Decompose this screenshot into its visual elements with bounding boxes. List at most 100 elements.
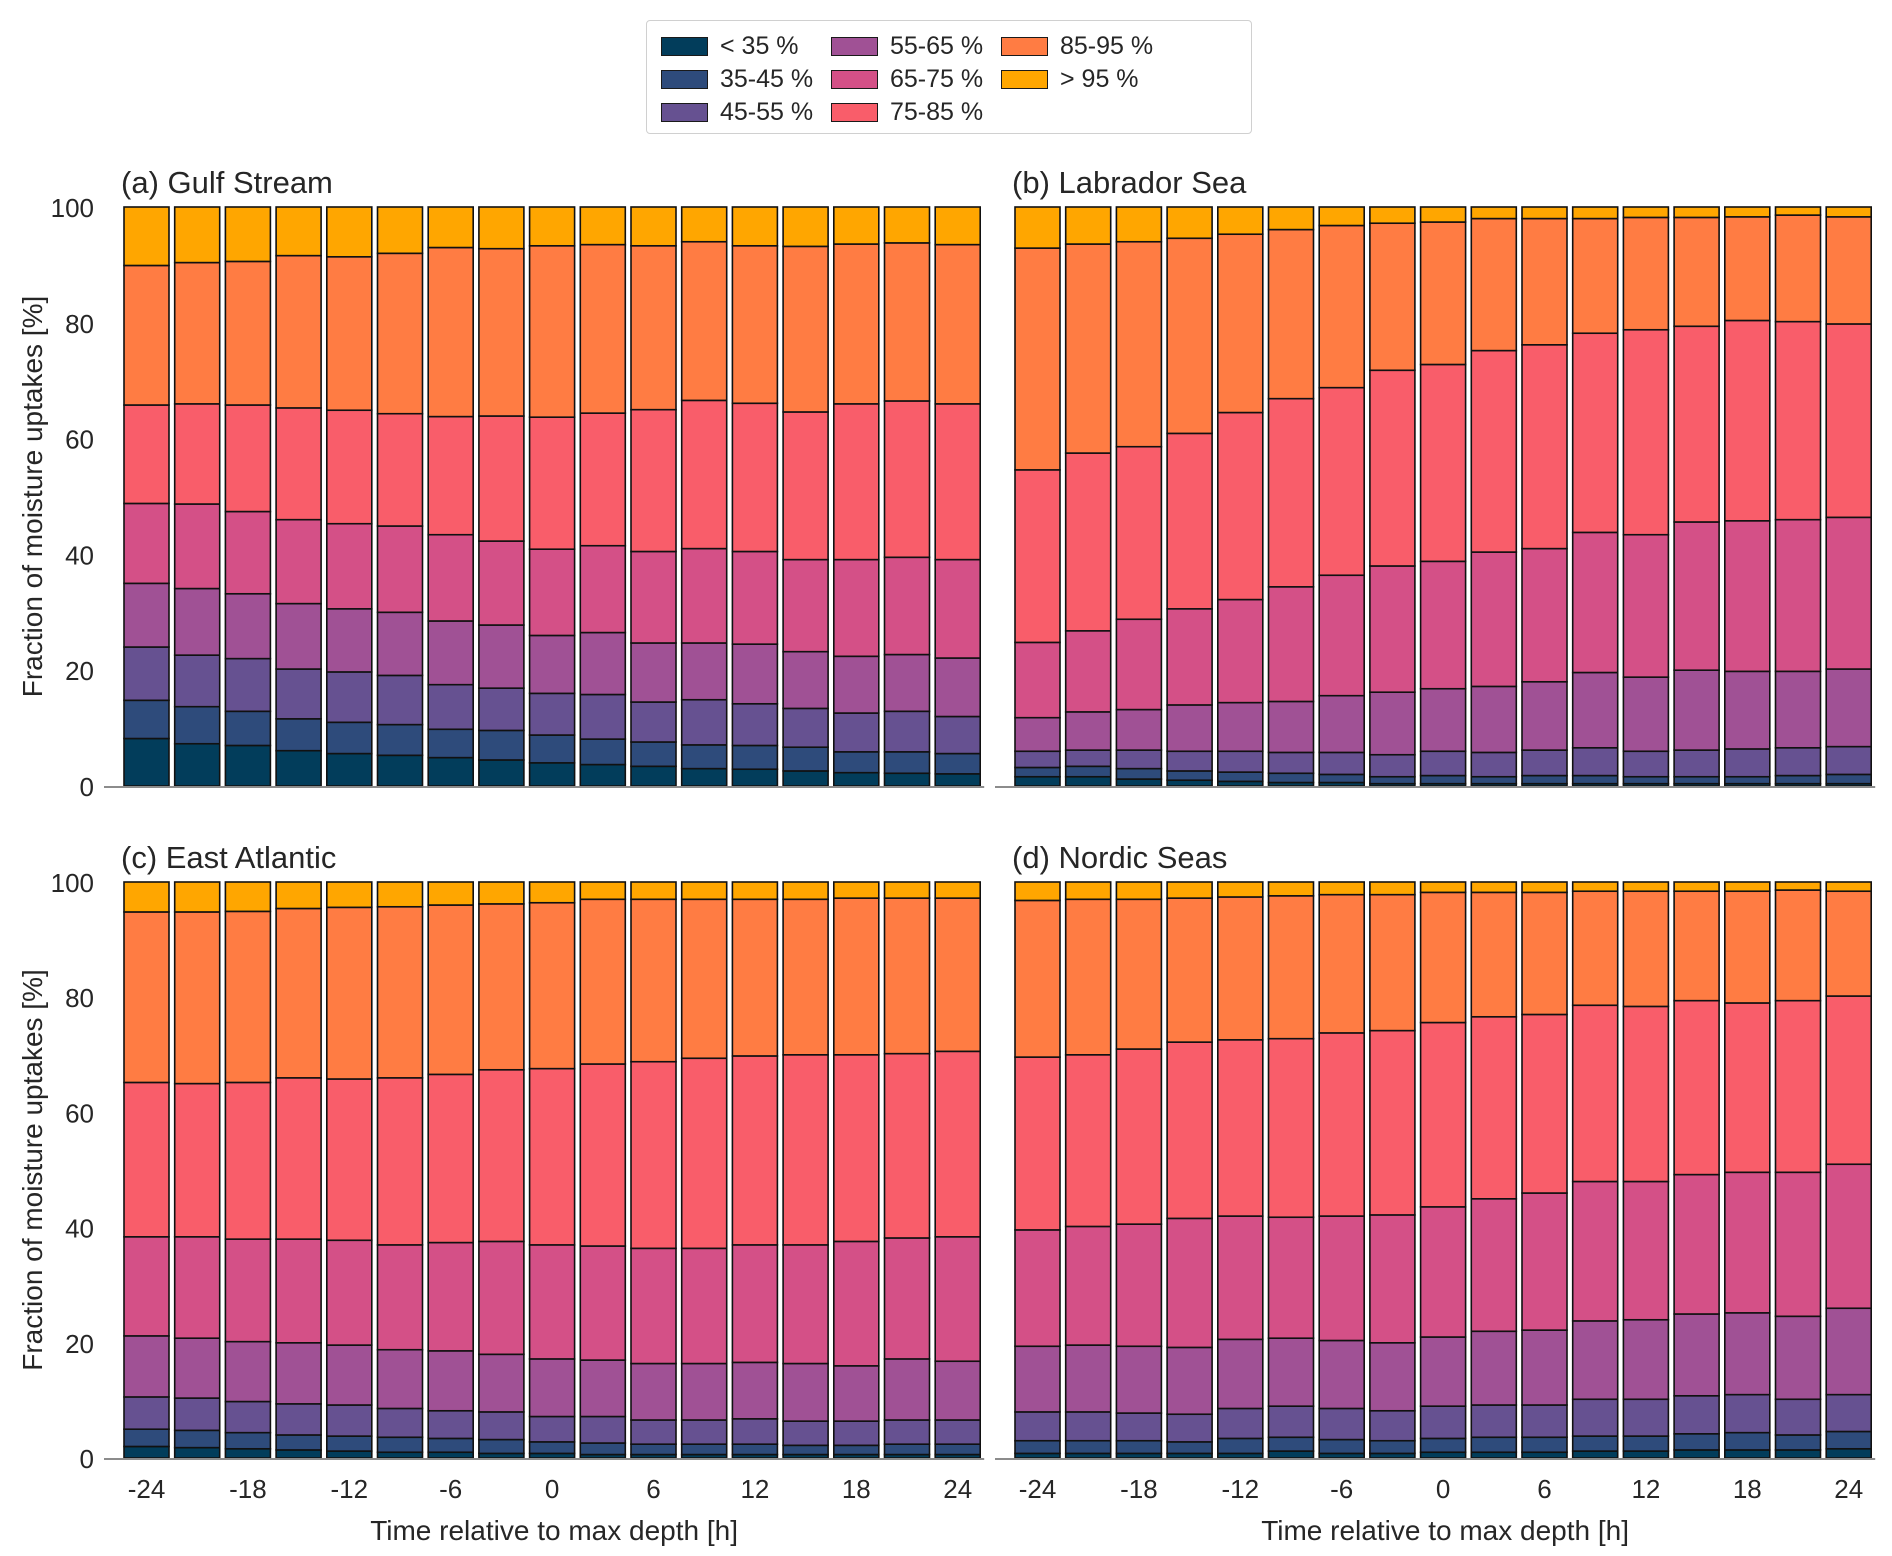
bar-segment bbox=[832, 1240, 880, 1367]
bar-segment bbox=[579, 898, 627, 1065]
bar-segment bbox=[173, 1446, 221, 1459]
bar-segment bbox=[1115, 767, 1163, 780]
bar-segment bbox=[1014, 750, 1061, 769]
bar-segment bbox=[1825, 323, 1872, 519]
bar-segment bbox=[1419, 1206, 1467, 1338]
bar-segment bbox=[1318, 893, 1365, 1034]
legend-item-lt35: < 35 % bbox=[661, 31, 799, 61]
bar-segment bbox=[1774, 881, 1822, 891]
bar-segment bbox=[1166, 1413, 1213, 1443]
bar-segment bbox=[1166, 1217, 1213, 1349]
bar-segment bbox=[1166, 206, 1213, 240]
panel-title: (a) Gulf Stream bbox=[121, 165, 333, 200]
bar-segment bbox=[1521, 217, 1568, 346]
bar-segment bbox=[1115, 708, 1163, 751]
bar-segment bbox=[1014, 469, 1061, 644]
bar-segment bbox=[528, 634, 576, 695]
bar-segment bbox=[1470, 891, 1518, 1018]
bar-segment bbox=[1419, 206, 1467, 223]
panel-title: (d) Nordic Seas bbox=[1012, 840, 1227, 875]
bar-segment bbox=[680, 206, 728, 243]
bar-segment bbox=[883, 710, 931, 753]
bar-segment bbox=[1318, 1407, 1365, 1441]
bar-segment bbox=[528, 548, 576, 637]
bar-segment bbox=[1774, 746, 1822, 777]
bar-segment bbox=[1217, 1407, 1264, 1440]
bar-segment bbox=[1369, 565, 1416, 694]
bar-segment bbox=[1571, 1180, 1619, 1322]
bar-segment bbox=[883, 897, 931, 1055]
bar-segment bbox=[1014, 641, 1061, 719]
bar-segment bbox=[1014, 775, 1061, 787]
legend-swatch bbox=[661, 36, 708, 56]
bar-segment bbox=[883, 242, 931, 402]
legend-label: 55-65 % bbox=[890, 31, 984, 60]
bar-segment bbox=[1571, 206, 1619, 220]
bar-segment bbox=[1724, 216, 1771, 322]
bar-segment bbox=[1369, 775, 1416, 785]
bar-segment bbox=[478, 903, 525, 1071]
bar-segment bbox=[427, 533, 475, 622]
bar-segment bbox=[934, 715, 982, 755]
bar-segment bbox=[579, 1063, 627, 1247]
bar-segment bbox=[427, 1241, 475, 1352]
bar-segment bbox=[1724, 775, 1771, 785]
bar-segment bbox=[1724, 1431, 1771, 1451]
bar-segment bbox=[528, 416, 576, 550]
bar-segment bbox=[478, 1438, 525, 1455]
bar-segment bbox=[1724, 520, 1771, 673]
bar-segment bbox=[224, 206, 272, 263]
bar-segment bbox=[1419, 363, 1467, 563]
panel-2: (b) Labrador Sea bbox=[995, 165, 1876, 788]
bar-segment bbox=[224, 260, 272, 406]
bar-segment bbox=[579, 763, 627, 787]
bar-segment bbox=[1673, 206, 1720, 219]
bar-segment bbox=[1825, 995, 1872, 1166]
bar-segment bbox=[1571, 774, 1619, 785]
bar-segment bbox=[1521, 1192, 1568, 1331]
bar-segment bbox=[1774, 320, 1822, 521]
bar-segment bbox=[832, 1420, 880, 1447]
bar-segment bbox=[1470, 751, 1518, 778]
bar-segment bbox=[1673, 1394, 1720, 1435]
bar-segment bbox=[782, 1420, 829, 1447]
bar-segment bbox=[1825, 890, 1872, 997]
bar-segment bbox=[376, 1436, 424, 1454]
bar-segment bbox=[1521, 1329, 1568, 1406]
bar-segment bbox=[1064, 711, 1112, 751]
bar-segment bbox=[680, 547, 728, 644]
bar-segment bbox=[173, 503, 221, 590]
bar-segment bbox=[1622, 676, 1670, 753]
bar-segment bbox=[1318, 1215, 1365, 1342]
bar-segment bbox=[630, 1247, 677, 1365]
bar-segment bbox=[1014, 206, 1061, 249]
bar-segment bbox=[325, 522, 373, 610]
bar-segment bbox=[1267, 1405, 1315, 1439]
bar-segment bbox=[1571, 671, 1619, 749]
bar-segment bbox=[630, 1060, 677, 1250]
bar-segment bbox=[1724, 670, 1771, 750]
bar-segment bbox=[731, 1361, 779, 1420]
bar-segment bbox=[173, 742, 221, 787]
bar-segment bbox=[731, 702, 779, 747]
bar-segment bbox=[1622, 328, 1670, 536]
bar-segment bbox=[123, 582, 170, 648]
y-tick-label: 100 bbox=[51, 193, 94, 223]
bar-segment bbox=[832, 881, 880, 899]
bar-segment bbox=[1064, 775, 1112, 787]
bar-segment bbox=[325, 206, 373, 258]
x-tick-label: 6 bbox=[1537, 1474, 1551, 1504]
bar-segment bbox=[1673, 890, 1720, 1002]
bar-segment bbox=[1267, 1450, 1315, 1459]
bar-segment bbox=[1166, 237, 1213, 435]
bar-segment bbox=[579, 243, 627, 414]
bar-segment bbox=[1724, 1393, 1771, 1434]
bar-segment bbox=[1318, 206, 1365, 227]
bar-segment bbox=[1622, 1450, 1670, 1459]
bar-segment bbox=[883, 1052, 931, 1239]
bar-segment bbox=[325, 1450, 373, 1459]
bar-segment bbox=[173, 403, 221, 505]
bar-segment bbox=[680, 240, 728, 402]
bar-segment bbox=[1166, 432, 1213, 610]
